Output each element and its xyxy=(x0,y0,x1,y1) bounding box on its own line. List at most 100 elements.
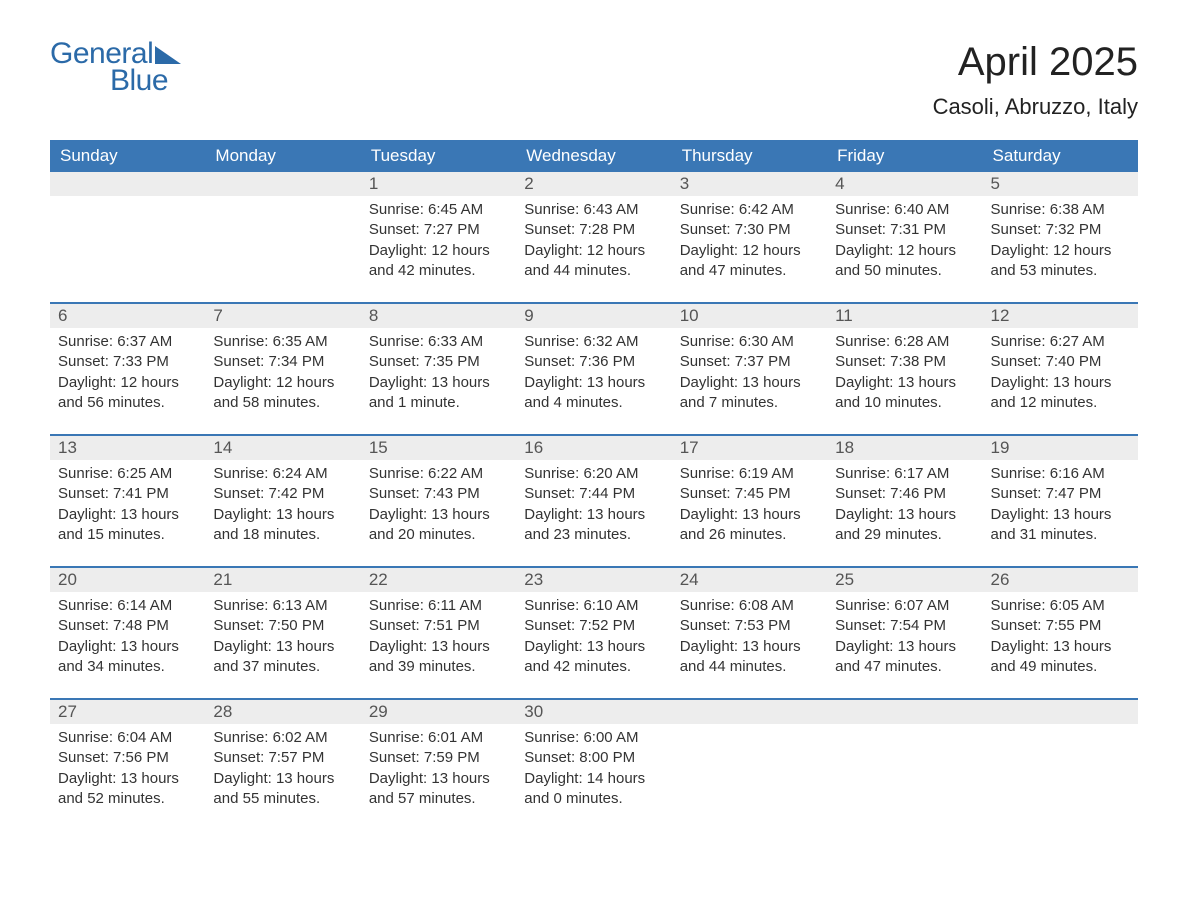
day-daylight1: Daylight: 12 hours xyxy=(835,241,974,261)
title-block: April 2025 Casoli, Abruzzo, Italy xyxy=(933,40,1138,120)
week-row: 13Sunrise: 6:25 AMSunset: 7:41 PMDayligh… xyxy=(50,434,1138,566)
day-cell: 16Sunrise: 6:20 AMSunset: 7:44 PMDayligh… xyxy=(516,436,671,566)
day-body: Sunrise: 6:05 AMSunset: 7:55 PMDaylight:… xyxy=(983,592,1138,687)
day-sunrise: Sunrise: 6:42 AM xyxy=(680,200,819,220)
day-sunset: Sunset: 7:56 PM xyxy=(58,748,197,768)
day-number: 16 xyxy=(516,436,671,460)
day-body: Sunrise: 6:11 AMSunset: 7:51 PMDaylight:… xyxy=(361,592,516,687)
day-number: 28 xyxy=(205,700,360,724)
day-sunrise: Sunrise: 6:22 AM xyxy=(369,464,508,484)
day-sunrise: Sunrise: 6:02 AM xyxy=(213,728,352,748)
day-sunset: Sunset: 7:35 PM xyxy=(369,352,508,372)
day-body: Sunrise: 6:30 AMSunset: 7:37 PMDaylight:… xyxy=(672,328,827,423)
day-daylight1: Daylight: 13 hours xyxy=(991,373,1130,393)
calendar: Sunday Monday Tuesday Wednesday Thursday… xyxy=(50,140,1138,830)
day-daylight2: and 56 minutes. xyxy=(58,393,197,413)
day-sunrise: Sunrise: 6:11 AM xyxy=(369,596,508,616)
day-sunset: Sunset: 7:41 PM xyxy=(58,484,197,504)
day-body: Sunrise: 6:40 AMSunset: 7:31 PMDaylight:… xyxy=(827,196,982,291)
day-daylight1: Daylight: 13 hours xyxy=(835,505,974,525)
day-daylight2: and 52 minutes. xyxy=(58,789,197,809)
day-daylight1: Daylight: 13 hours xyxy=(213,637,352,657)
day-sunrise: Sunrise: 6:40 AM xyxy=(835,200,974,220)
day-sunset: Sunset: 7:46 PM xyxy=(835,484,974,504)
day-cell: 21Sunrise: 6:13 AMSunset: 7:50 PMDayligh… xyxy=(205,568,360,698)
day-body: Sunrise: 6:08 AMSunset: 7:53 PMDaylight:… xyxy=(672,592,827,687)
day-daylight2: and 47 minutes. xyxy=(680,261,819,281)
day-sunrise: Sunrise: 6:25 AM xyxy=(58,464,197,484)
day-daylight2: and 42 minutes. xyxy=(524,657,663,677)
day-number: 3 xyxy=(672,172,827,196)
day-daylight2: and 42 minutes. xyxy=(369,261,508,281)
day-sunset: Sunset: 7:44 PM xyxy=(524,484,663,504)
day-daylight2: and 0 minutes. xyxy=(524,789,663,809)
day-sunrise: Sunrise: 6:35 AM xyxy=(213,332,352,352)
day-cell: 14Sunrise: 6:24 AMSunset: 7:42 PMDayligh… xyxy=(205,436,360,566)
day-sunset: Sunset: 7:48 PM xyxy=(58,616,197,636)
day-daylight1: Daylight: 13 hours xyxy=(369,373,508,393)
day-cell: 23Sunrise: 6:10 AMSunset: 7:52 PMDayligh… xyxy=(516,568,671,698)
day-cell: 7Sunrise: 6:35 AMSunset: 7:34 PMDaylight… xyxy=(205,304,360,434)
weeks-container: 1Sunrise: 6:45 AMSunset: 7:27 PMDaylight… xyxy=(50,172,1138,830)
day-sunrise: Sunrise: 6:32 AM xyxy=(524,332,663,352)
day-sunset: Sunset: 7:53 PM xyxy=(680,616,819,636)
day-cell: 30Sunrise: 6:00 AMSunset: 8:00 PMDayligh… xyxy=(516,700,671,830)
week-row: 6Sunrise: 6:37 AMSunset: 7:33 PMDaylight… xyxy=(50,302,1138,434)
day-daylight2: and 1 minute. xyxy=(369,393,508,413)
day-cell: 26Sunrise: 6:05 AMSunset: 7:55 PMDayligh… xyxy=(983,568,1138,698)
day-sunset: Sunset: 8:00 PM xyxy=(524,748,663,768)
day-sunset: Sunset: 7:50 PM xyxy=(213,616,352,636)
day-body: Sunrise: 6:27 AMSunset: 7:40 PMDaylight:… xyxy=(983,328,1138,423)
week-row: 27Sunrise: 6:04 AMSunset: 7:56 PMDayligh… xyxy=(50,698,1138,830)
day-number: 21 xyxy=(205,568,360,592)
day-daylight1: Daylight: 13 hours xyxy=(58,505,197,525)
day-daylight2: and 29 minutes. xyxy=(835,525,974,545)
day-body: Sunrise: 6:17 AMSunset: 7:46 PMDaylight:… xyxy=(827,460,982,555)
day-daylight1: Daylight: 13 hours xyxy=(680,373,819,393)
weekday-tuesday: Tuesday xyxy=(361,140,516,172)
day-body xyxy=(672,724,827,738)
day-body: Sunrise: 6:45 AMSunset: 7:27 PMDaylight:… xyxy=(361,196,516,291)
day-body xyxy=(827,724,982,738)
day-body: Sunrise: 6:04 AMSunset: 7:56 PMDaylight:… xyxy=(50,724,205,819)
day-sunset: Sunset: 7:51 PM xyxy=(369,616,508,636)
day-daylight2: and 55 minutes. xyxy=(213,789,352,809)
day-sunrise: Sunrise: 6:45 AM xyxy=(369,200,508,220)
month-title: April 2025 xyxy=(933,40,1138,84)
day-cell: 15Sunrise: 6:22 AMSunset: 7:43 PMDayligh… xyxy=(361,436,516,566)
day-daylight1: Daylight: 13 hours xyxy=(58,637,197,657)
day-daylight1: Daylight: 13 hours xyxy=(213,769,352,789)
day-body: Sunrise: 6:22 AMSunset: 7:43 PMDaylight:… xyxy=(361,460,516,555)
day-cell xyxy=(827,700,982,830)
day-number: 26 xyxy=(983,568,1138,592)
day-cell xyxy=(983,700,1138,830)
day-cell xyxy=(50,172,205,302)
day-cell: 9Sunrise: 6:32 AMSunset: 7:36 PMDaylight… xyxy=(516,304,671,434)
day-cell: 18Sunrise: 6:17 AMSunset: 7:46 PMDayligh… xyxy=(827,436,982,566)
day-number: 2 xyxy=(516,172,671,196)
logo-text-blue: Blue xyxy=(50,67,168,94)
day-sunrise: Sunrise: 6:20 AM xyxy=(524,464,663,484)
day-daylight2: and 39 minutes. xyxy=(369,657,508,677)
day-daylight2: and 23 minutes. xyxy=(524,525,663,545)
day-daylight1: Daylight: 13 hours xyxy=(680,637,819,657)
day-sunset: Sunset: 7:45 PM xyxy=(680,484,819,504)
day-sunset: Sunset: 7:37 PM xyxy=(680,352,819,372)
day-body: Sunrise: 6:13 AMSunset: 7:50 PMDaylight:… xyxy=(205,592,360,687)
day-cell: 25Sunrise: 6:07 AMSunset: 7:54 PMDayligh… xyxy=(827,568,982,698)
day-sunset: Sunset: 7:52 PM xyxy=(524,616,663,636)
logo-text-general: General xyxy=(50,40,153,67)
day-number: 15 xyxy=(361,436,516,460)
day-number: 30 xyxy=(516,700,671,724)
day-sunrise: Sunrise: 6:30 AM xyxy=(680,332,819,352)
day-sunrise: Sunrise: 6:33 AM xyxy=(369,332,508,352)
day-body: Sunrise: 6:33 AMSunset: 7:35 PMDaylight:… xyxy=(361,328,516,423)
day-cell: 22Sunrise: 6:11 AMSunset: 7:51 PMDayligh… xyxy=(361,568,516,698)
day-number: 4 xyxy=(827,172,982,196)
day-cell: 8Sunrise: 6:33 AMSunset: 7:35 PMDaylight… xyxy=(361,304,516,434)
day-daylight1: Daylight: 13 hours xyxy=(369,505,508,525)
day-sunrise: Sunrise: 6:00 AM xyxy=(524,728,663,748)
day-body: Sunrise: 6:02 AMSunset: 7:57 PMDaylight:… xyxy=(205,724,360,819)
day-cell: 5Sunrise: 6:38 AMSunset: 7:32 PMDaylight… xyxy=(983,172,1138,302)
day-number: 8 xyxy=(361,304,516,328)
